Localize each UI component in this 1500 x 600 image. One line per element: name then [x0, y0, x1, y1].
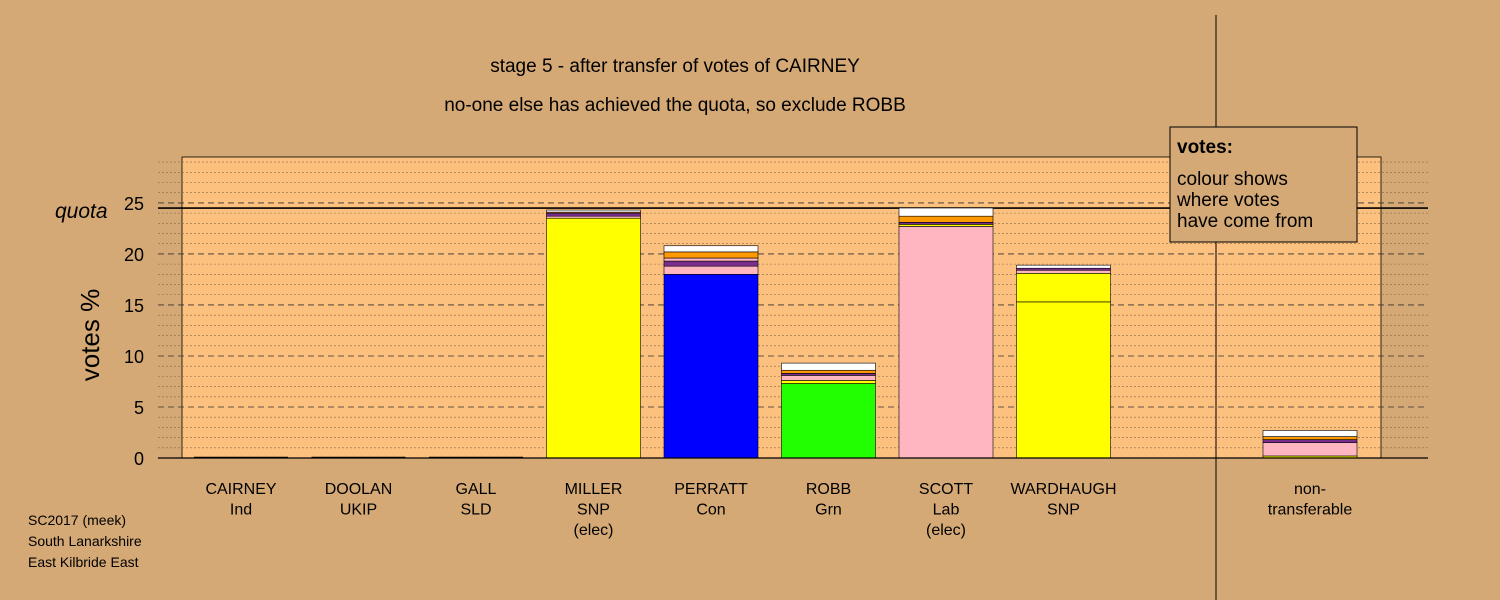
category-label: DOOLAN — [325, 481, 393, 498]
bar-segment — [546, 212, 641, 217]
footer-line-2: South Lanarkshire — [28, 533, 142, 549]
category-label: SNP — [577, 502, 610, 519]
category-label: WARDHAUGH — [1010, 481, 1116, 498]
category-label: Con — [696, 502, 725, 519]
category-label: Ind — [230, 502, 252, 519]
bar-segment — [898, 226, 994, 459]
y-tick-label: 15 — [124, 296, 144, 316]
category-label: Lab — [933, 502, 960, 519]
legend-line-3: have come from — [1177, 211, 1313, 232]
bar-stack — [1262, 430, 1358, 459]
bar-segment — [663, 251, 759, 259]
category-label: SCOTT — [919, 481, 973, 498]
footer: SC2017 (meek) South Lanarkshire East Kil… — [28, 512, 142, 570]
bar-segment — [1016, 301, 1111, 459]
category-label: SLD — [460, 502, 491, 519]
category-label: MILLER — [565, 481, 623, 498]
bar-segment — [663, 274, 759, 459]
category-label: non- — [1294, 481, 1326, 498]
bar-segment — [663, 245, 759, 253]
legend-line-2: where votes — [1176, 190, 1279, 211]
bar-segment — [546, 209, 641, 213]
bar-segment — [781, 373, 876, 376]
bar-segment — [781, 375, 876, 381]
quota-label: quota — [55, 200, 108, 223]
category-label: (elec) — [573, 522, 613, 539]
bar-segment — [898, 207, 994, 217]
y-tick-label: 5 — [134, 398, 144, 418]
bar-segment — [1262, 442, 1358, 457]
bar-segment — [663, 260, 759, 267]
category-label: GALL — [456, 481, 497, 498]
y-tick-label: 10 — [124, 347, 144, 367]
category-label: SNP — [1047, 502, 1080, 519]
chart-title: stage 5 - after transfer of votes of CAI… — [490, 56, 860, 77]
category-label: UKIP — [340, 502, 377, 519]
bar-segment — [663, 265, 759, 275]
bar-segment — [781, 380, 876, 384]
bar-segment — [663, 257, 759, 262]
bar-segment — [546, 217, 641, 459]
category-label: Grn — [815, 502, 842, 519]
legend-line-1: colour shows — [1177, 169, 1288, 190]
bar-segment — [898, 222, 994, 225]
y-tick-label: 20 — [124, 245, 144, 265]
bar-stack — [781, 362, 876, 459]
category-label: CAIRNEY — [205, 481, 276, 498]
category-label: ROBB — [806, 481, 851, 498]
legend-box: votes: colour shows where votes have com… — [1169, 126, 1358, 243]
y-tick-label: 25 — [124, 194, 144, 214]
bar-segment — [546, 215, 641, 219]
bars — [194, 207, 1358, 459]
bar-segment — [1016, 269, 1111, 274]
bar-stack — [663, 245, 759, 459]
bar-segment — [781, 362, 876, 371]
legend-title: votes: — [1177, 137, 1233, 158]
bar-stack — [898, 207, 994, 459]
bar-segment — [1262, 436, 1358, 440]
bar-stack — [546, 209, 641, 459]
bar-segment — [1016, 264, 1111, 269]
bar-segment — [781, 369, 876, 374]
category-label: (elec) — [926, 522, 966, 539]
category-label: transferable — [1268, 502, 1353, 519]
bar-segment — [781, 383, 876, 459]
footer-line-1: SC2017 (meek) — [28, 512, 126, 528]
footer-line-3: East Kilbride East — [28, 554, 139, 570]
category-labels: CAIRNEY Ind DOOLAN UKIP GALL SLD MILLER SNP (ele… — [205, 481, 1352, 539]
bar-segment — [1262, 439, 1358, 443]
bar-segment — [1262, 430, 1358, 437]
bar-stack — [1016, 264, 1111, 459]
bar-segment — [1016, 267, 1111, 271]
bar-segment — [898, 224, 994, 227]
category-label: PERRATT — [674, 481, 748, 498]
bar-segment — [1016, 273, 1111, 303]
y-tick-label: 0 — [134, 449, 144, 469]
y-axis-label: votes % — [75, 289, 105, 382]
bar-segment — [898, 215, 994, 223]
chart-subtitle: no-one else has achieved the quota, so e… — [444, 95, 906, 116]
